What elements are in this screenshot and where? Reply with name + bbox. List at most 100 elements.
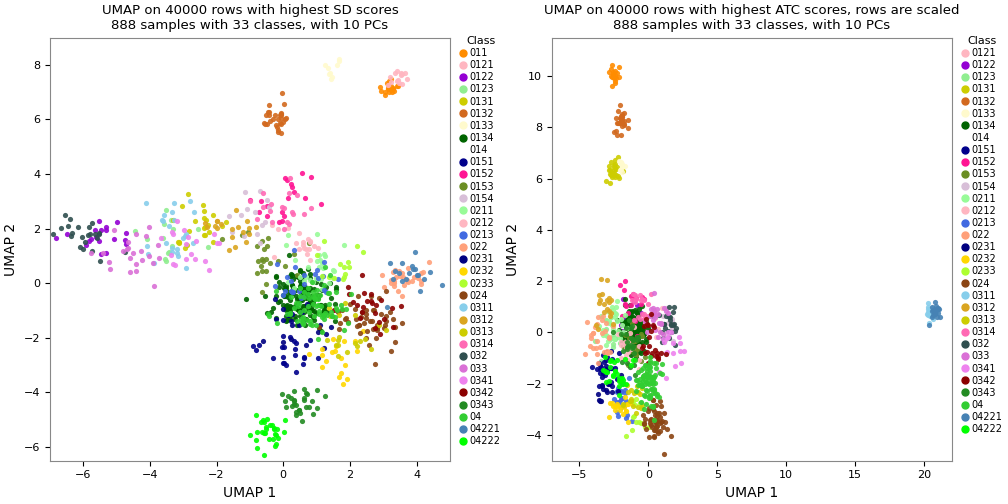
Point [644,423,660,431]
Point [324,348,340,356]
Point [268,315,284,323]
Point [623,335,639,343]
Point [592,365,608,373]
Point [303,173,320,181]
Point [622,317,638,325]
Point [317,306,333,314]
Point [287,367,303,375]
Point [298,290,314,298]
Point [672,339,688,347]
Point [317,344,333,352]
Point [161,248,177,256]
Point [279,310,295,319]
Point [595,316,611,324]
Point [651,319,667,327]
Point [74,232,90,240]
Point [599,331,615,339]
Point [280,188,296,197]
Point [608,164,624,172]
Point [620,348,636,356]
Point [612,281,628,289]
Point [604,169,620,177]
Point [197,257,213,265]
Point [288,272,304,280]
Point [160,222,176,230]
Point [299,390,316,398]
Point [287,286,303,294]
Point [309,354,326,362]
Point [335,381,351,389]
Point [258,280,274,288]
Point [261,117,277,125]
Point [276,359,292,367]
Point [283,277,299,285]
Point [300,304,317,312]
Point [600,349,616,357]
Point [641,333,657,341]
Point [284,288,300,296]
Point [606,321,622,329]
Point [633,398,649,406]
Point [613,114,629,122]
Point [290,321,306,329]
Point [251,208,267,216]
Point [601,308,617,316]
Point [324,307,340,316]
Point [406,248,422,256]
Point [656,338,672,346]
Point [340,283,356,291]
Point [264,218,280,226]
Point [623,325,639,333]
Point [60,222,77,230]
Point [645,289,661,297]
Point [369,325,385,333]
Point [368,301,384,309]
Point [281,220,297,228]
Point [207,221,223,229]
Point [619,344,635,352]
Point [634,301,650,309]
Point [196,208,212,216]
Point [661,312,677,321]
Point [254,428,270,436]
Point [628,387,644,395]
Point [65,229,81,237]
Point [633,399,649,407]
Point [642,391,658,399]
Point [628,346,644,354]
Point [602,335,618,343]
Point [305,312,322,321]
Point [646,416,662,424]
Point [408,271,424,279]
Point [278,284,294,292]
Point [607,71,623,79]
Point [620,389,636,397]
Point [121,269,137,277]
Point [276,343,292,351]
Point [651,368,667,376]
Point [301,403,318,411]
Point [609,375,625,383]
Point [257,120,273,128]
Point [607,406,623,414]
Point [311,263,328,271]
Point [138,232,154,240]
Point [327,274,343,282]
Point [364,299,380,307]
Point [293,294,309,302]
Point [622,301,638,309]
Point [287,263,303,271]
Point [614,381,630,389]
Point [272,109,288,117]
Point [620,338,636,346]
Point [284,310,300,319]
Point [273,129,289,137]
Legend: 0121, 0122, 0123, 0131, 0132, 0133, 0134, 014, 0151, 0152, 0153, 0154, 0211, 021: 0121, 0122, 0123, 0131, 0132, 0133, 0134… [961,34,1004,436]
Point [644,372,660,381]
Point [616,342,632,350]
Point [623,338,639,346]
Point [395,273,411,281]
Point [318,309,334,317]
Point [922,310,938,318]
Point [620,313,636,321]
